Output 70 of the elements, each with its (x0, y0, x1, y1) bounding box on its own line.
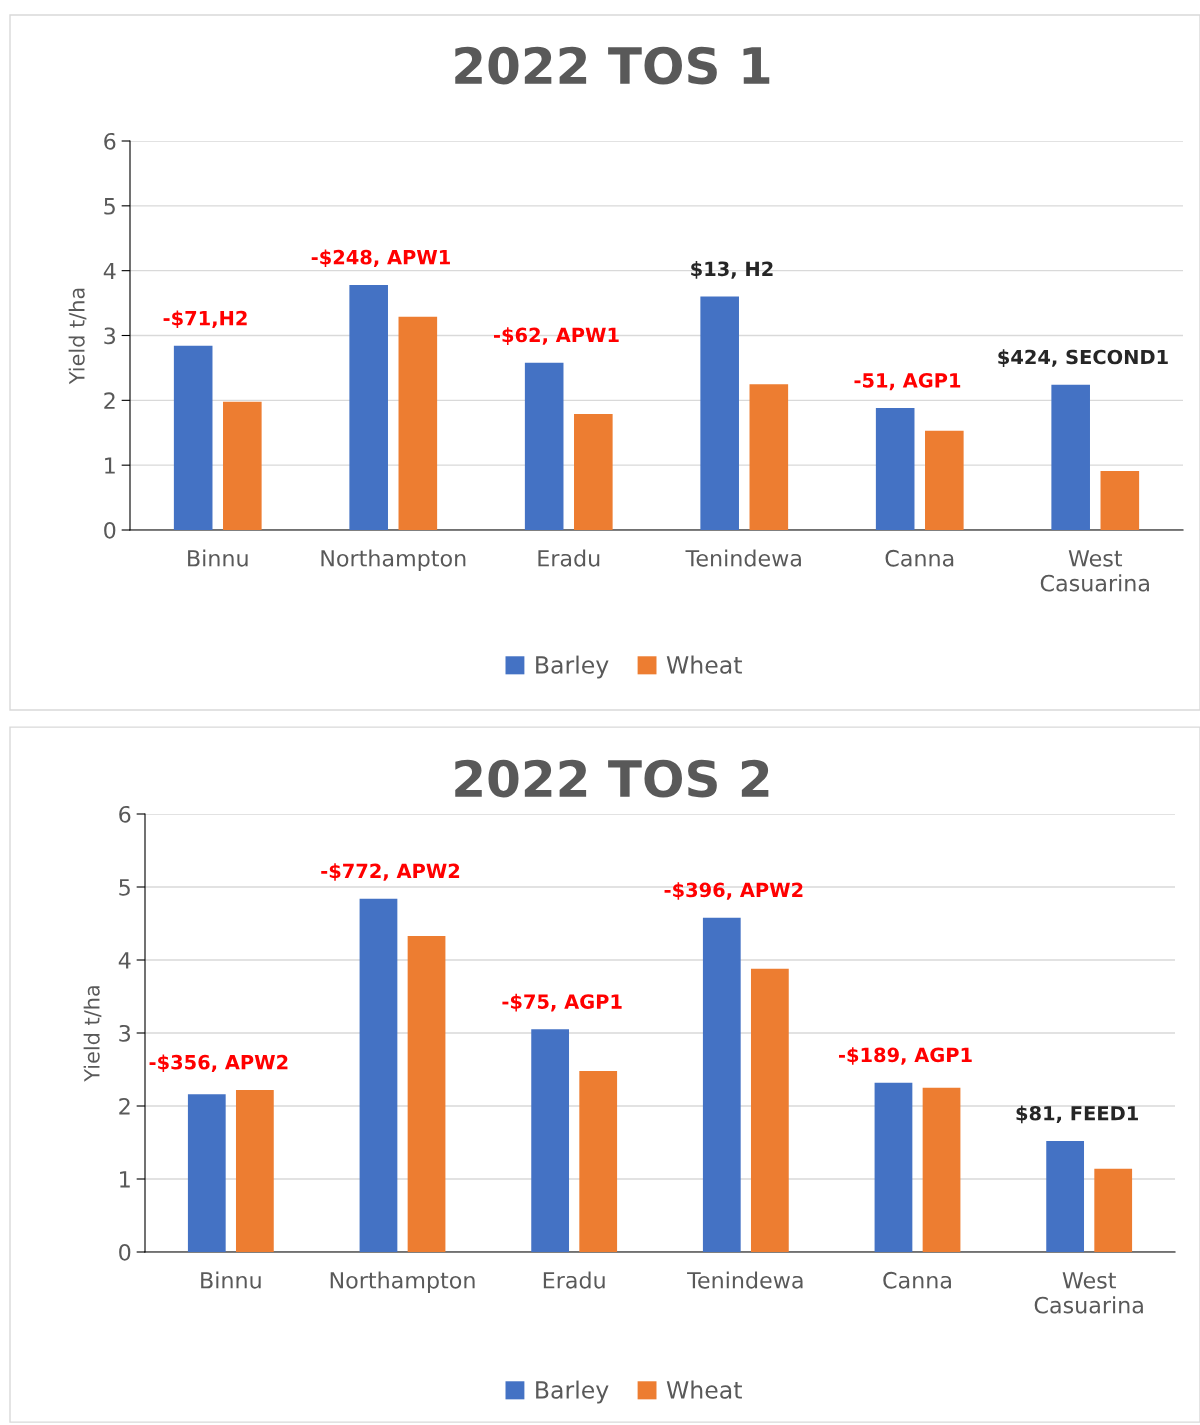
y-tick-label: 5 (104, 198, 115, 215)
annotation: -$248, APW1 (311, 249, 450, 268)
y-tick-label: 6 (119, 805, 131, 823)
bar (223, 401, 262, 530)
x-tick-label: West Casuarina (1040, 550, 1149, 592)
bar (1100, 471, 1140, 530)
annotation: -$772, APW2 (321, 863, 460, 881)
y-tick-label: 4 (118, 952, 131, 969)
y-tick-label: 6 (104, 132, 116, 150)
y-tick-label: 0 (104, 521, 116, 539)
y-axis-title: Yield t/ha (83, 986, 102, 1082)
y-tick-label: 2 (104, 392, 115, 409)
bar (173, 345, 213, 530)
annotation: -51, AGP1 (854, 372, 961, 391)
annotation: $81, FEED1 (1016, 1105, 1138, 1124)
y-tick-label: 0 (119, 1243, 131, 1261)
annotation: $13, H2 (691, 261, 773, 279)
bar (874, 1082, 913, 1252)
y-tick-label: 3 (104, 327, 116, 345)
annotation: -$189, AGP1 (838, 1047, 972, 1065)
bar (1051, 384, 1090, 530)
x-tick-label: Northampton (321, 549, 466, 571)
bar (579, 1070, 618, 1252)
x-tick-label: Northampton (330, 1271, 475, 1293)
bar (349, 284, 388, 530)
bar (574, 413, 613, 530)
chart-title: 2022 TOS 1 (455, 46, 770, 85)
annotation: -$396, APW2 (664, 882, 803, 900)
legend-label: Barley (536, 1380, 609, 1404)
bar (524, 362, 564, 530)
bar (1094, 1168, 1133, 1252)
bar (359, 898, 398, 1252)
annotation: -$356, APW2 (149, 1054, 288, 1073)
x-tick-label: Eradu (538, 549, 600, 567)
annotation: -$75, AGP1 (502, 993, 622, 1012)
bar (398, 316, 438, 530)
x-tick-label: Canna (883, 1271, 951, 1289)
x-tick-label: Tenindewa (687, 1271, 803, 1289)
x-tick-label: Binnu (188, 549, 248, 567)
bar (875, 408, 915, 530)
bar (1046, 1141, 1085, 1252)
bar (700, 296, 739, 530)
bar (925, 430, 964, 530)
y-tick-label: 4 (103, 262, 116, 280)
annotation: -$71,H2 (163, 310, 247, 329)
y-tick-label: 3 (119, 1024, 131, 1042)
bar (750, 968, 789, 1252)
y-tick-label: 1 (105, 457, 115, 474)
bar (407, 935, 446, 1252)
annotation: $424, SECOND1 (998, 349, 1168, 367)
legend-label: Wheat (666, 1380, 742, 1399)
x-tick-label: Binnu (201, 1271, 261, 1289)
bar (187, 1094, 226, 1252)
y-axis-title: Yield t/ha (68, 288, 87, 385)
x-tick-label: Canna (885, 549, 954, 567)
legend-label: Barley (536, 655, 609, 679)
x-tick-label: West Casuarina (1034, 1272, 1143, 1314)
y-tick-label: 5 (119, 879, 130, 896)
y-tick-label: 2 (119, 1097, 130, 1115)
legend-label: Wheat (666, 655, 742, 674)
annotation: -$62, APW1 (493, 327, 619, 345)
x-tick-label: Eradu (543, 1271, 605, 1289)
bar (702, 917, 741, 1252)
x-tick-label: Tenindewa (685, 549, 801, 567)
chart-title: 2022 TOS 2 (455, 759, 769, 798)
bar (922, 1087, 961, 1252)
bar (235, 1089, 274, 1252)
bar (749, 384, 789, 530)
y-tick-label: 1 (120, 1171, 130, 1188)
bar (531, 1029, 570, 1252)
